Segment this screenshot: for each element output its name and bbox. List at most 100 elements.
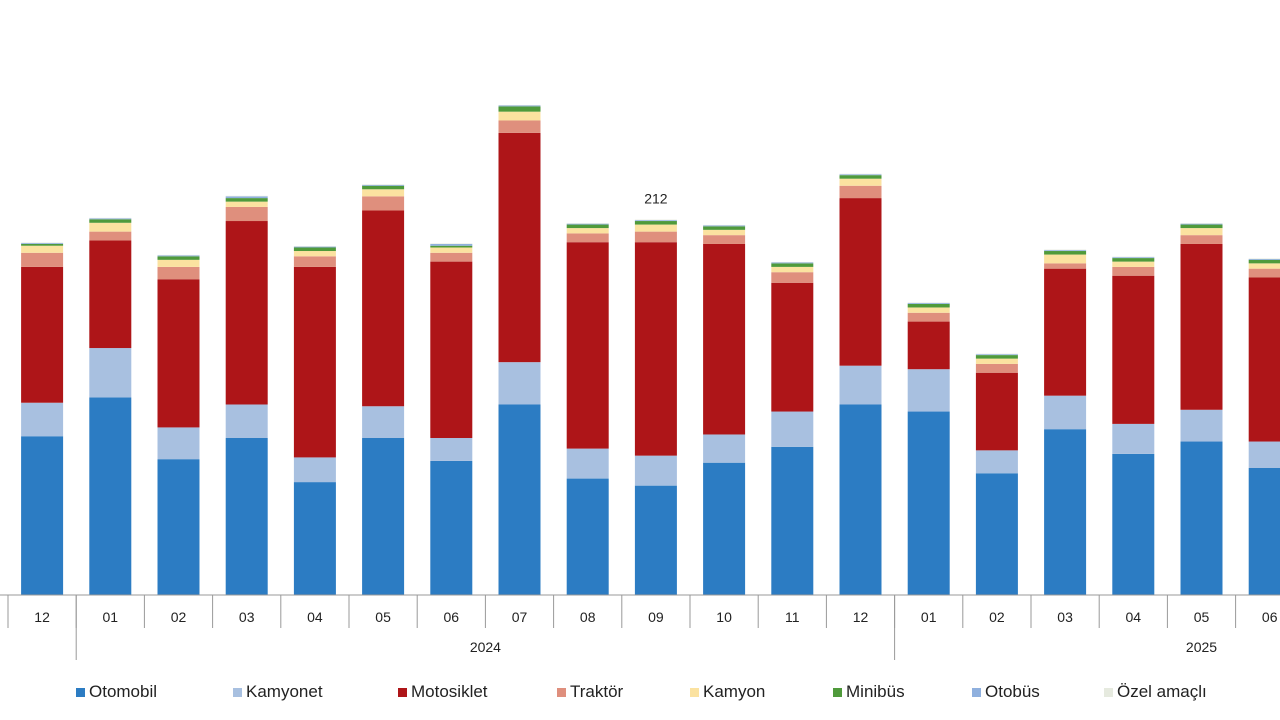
bar-segment-otobüs bbox=[1112, 257, 1155, 259]
bar-segment-kamyonet bbox=[21, 402, 64, 437]
bar-segment-özel-amaçlı bbox=[907, 302, 950, 304]
legend-item: Otobüs bbox=[972, 682, 1040, 702]
bar-segment-kamyon bbox=[1248, 263, 1280, 269]
bar-segment-minibüs bbox=[839, 175, 882, 179]
legend-item: Motosiklet bbox=[398, 682, 488, 702]
x-tick-label: 12 bbox=[34, 609, 50, 625]
bar-segment-kamyonet bbox=[907, 369, 950, 412]
bar-segment-özel-amaçlı bbox=[771, 261, 814, 263]
bar-segment-traktör bbox=[225, 206, 268, 222]
bar-segment-traktör bbox=[907, 312, 950, 322]
bar-segment-minibüs bbox=[1112, 258, 1155, 262]
bar-segment-traktör bbox=[1112, 266, 1155, 276]
legend-item: Özel amaçlı bbox=[1104, 682, 1207, 702]
x-tick-label: 10 bbox=[716, 609, 732, 625]
bar-segment-otobüs bbox=[975, 354, 1018, 356]
bar-segment-özel-amaçlı bbox=[839, 173, 882, 175]
bar-segment-otomobil bbox=[839, 404, 882, 595]
bar-segment-motosiklet bbox=[703, 243, 746, 435]
bar-segment-kamyon bbox=[89, 222, 132, 232]
bar-segment-otomobil bbox=[293, 482, 336, 595]
bar-segment-minibüs bbox=[21, 243, 64, 246]
x-tick-label: 04 bbox=[1126, 609, 1142, 625]
bar-segment-otobüs bbox=[634, 220, 677, 222]
bar-segment-özel-amaçlı bbox=[362, 184, 405, 185]
bar-segment-otobüs bbox=[89, 218, 132, 220]
bar-segment-kamyon bbox=[771, 266, 814, 273]
bar-segment-motosiklet bbox=[1248, 277, 1280, 442]
bar-segment-minibüs bbox=[1180, 224, 1223, 229]
bar-segment-kamyonet bbox=[1044, 395, 1087, 430]
legend-item: Traktör bbox=[557, 682, 623, 702]
bar-segment-motosiklet bbox=[839, 198, 882, 366]
bar-segment-minibüs bbox=[89, 219, 132, 223]
bar-segment-minibüs bbox=[975, 355, 1018, 359]
bar-segment-minibüs bbox=[703, 226, 746, 230]
bar-segment-otobüs bbox=[566, 223, 609, 225]
data-label: 212 bbox=[644, 191, 668, 207]
legend-swatch bbox=[972, 687, 981, 697]
bar-segment-motosiklet bbox=[293, 266, 336, 458]
bar-segment-özel-amaçlı bbox=[293, 246, 336, 247]
bar-segment-otomobil bbox=[771, 446, 814, 595]
legend-item: Kamyonet bbox=[233, 682, 323, 702]
bar-segment-minibüs bbox=[1044, 251, 1087, 255]
bar-segment-otobüs bbox=[157, 255, 200, 257]
bar-segment-motosiklet bbox=[362, 210, 405, 407]
bar-segment-otomobil bbox=[1248, 467, 1280, 595]
bar-segment-otomobil bbox=[498, 404, 541, 595]
bar-segment-minibüs bbox=[907, 303, 950, 308]
bar-segment-motosiklet bbox=[498, 132, 541, 363]
bar-segment-kamyon bbox=[21, 245, 64, 253]
legend-swatch bbox=[833, 687, 842, 697]
bar-segment-özel-amaçlı bbox=[89, 217, 132, 219]
x-tick-label: 02 bbox=[989, 609, 1005, 625]
bar-segment-otomobil bbox=[1180, 441, 1223, 595]
bar-segment-traktör bbox=[1044, 263, 1087, 269]
x-tick-label: 03 bbox=[239, 609, 255, 625]
legend-swatch bbox=[690, 687, 699, 697]
bar-segment-özel-amaçlı bbox=[225, 195, 268, 197]
bar-segment-kamyon bbox=[1044, 254, 1087, 264]
x-tick-label: 06 bbox=[444, 609, 460, 625]
bar-segment-kamyonet bbox=[975, 450, 1018, 474]
bar-segment-traktör bbox=[771, 272, 814, 283]
bar-segment-otomobil bbox=[1112, 453, 1155, 595]
bar-segment-kamyonet bbox=[157, 427, 200, 460]
bar-segment-özel-amaçlı bbox=[157, 254, 200, 256]
bar-segment-motosiklet bbox=[225, 221, 268, 405]
bar-segment-traktör bbox=[839, 185, 882, 199]
bar-segment-kamyonet bbox=[1248, 441, 1280, 468]
bar-segment-kamyon bbox=[293, 251, 336, 257]
bar-segment-traktör bbox=[21, 252, 64, 267]
bar-segment-traktör bbox=[157, 266, 200, 280]
bar-segment-motosiklet bbox=[1112, 275, 1155, 424]
bar-segment-kamyon bbox=[430, 247, 473, 253]
legend-label: Otomobil bbox=[89, 682, 158, 701]
bar-segment-otomobil bbox=[1044, 429, 1087, 595]
bar-segment-minibüs bbox=[293, 247, 336, 252]
bar-segment-otobüs bbox=[430, 243, 473, 246]
bar-segment-kamyon bbox=[703, 229, 746, 236]
bar-segment-otobüs bbox=[293, 246, 336, 248]
bar-segment-otomobil bbox=[703, 462, 746, 595]
bar-segment-motosiklet bbox=[566, 242, 609, 449]
legend-label: Özel amaçlı bbox=[1117, 682, 1207, 701]
legend-label: Minibüs bbox=[846, 682, 905, 701]
bar-segment-kamyonet bbox=[498, 362, 541, 405]
bar-segment-traktör bbox=[703, 235, 746, 244]
bar-segment-otobüs bbox=[703, 225, 746, 227]
bar-segment-otobüs bbox=[839, 174, 882, 176]
bar-segment-motosiklet bbox=[975, 372, 1018, 451]
bar-segment-otobüs bbox=[1248, 258, 1280, 260]
bar-segment-kamyon bbox=[566, 228, 609, 234]
bar-segment-özel-amaçlı bbox=[975, 353, 1018, 355]
bar-segment-özel-amaçlı bbox=[703, 224, 746, 226]
stacked-bar-chart: 12 01 02 03 04 05 06 07 08 09 10 11 12 01 02 03 04 05 06 21… bbox=[0, 104, 1280, 660]
bar-segment-otomobil bbox=[362, 438, 405, 595]
x-tick-label: 04 bbox=[307, 609, 323, 625]
legend-swatch bbox=[233, 687, 242, 697]
year-label: 2025 bbox=[1186, 639, 1217, 655]
bar-segment-otomobil bbox=[975, 473, 1018, 595]
bar-segment-kamyonet bbox=[293, 457, 336, 483]
